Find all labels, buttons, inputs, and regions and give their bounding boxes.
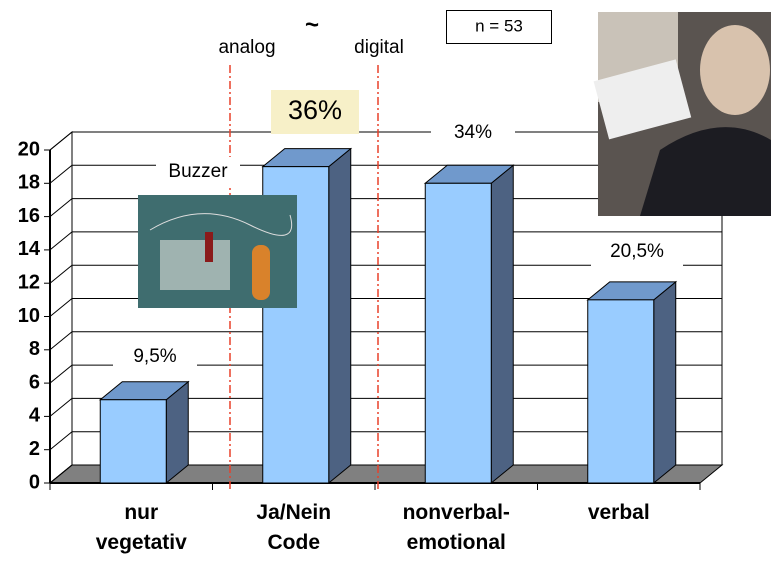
annotation-box	[431, 118, 515, 148]
y-tick-label: 20	[18, 138, 40, 160]
x-tick-label: nonverbal- emotional	[402, 501, 510, 554]
photo-buzzer	[138, 195, 297, 308]
y-tick-label: 6	[29, 371, 40, 393]
bar	[587, 299, 655, 484]
y-tick-label: 18	[18, 172, 40, 194]
annotation-box	[446, 10, 552, 44]
y-tick-label: 10	[18, 305, 40, 327]
annotation: analog	[218, 37, 275, 58]
y-tick-label: 14	[18, 238, 41, 260]
y-tick-label: 16	[18, 205, 40, 227]
annotation: Buzzer	[168, 161, 228, 182]
x-tick-label: nur vegetativ	[95, 501, 187, 554]
x-tick-label: verbal	[587, 501, 650, 524]
y-tick-label: 4	[29, 405, 41, 427]
bar	[424, 182, 492, 484]
annotation: 34%	[454, 122, 492, 143]
background: 0 2 4 6 8 10 12 14 16 18 20	[18, 65, 724, 493]
photo-person	[593, 12, 771, 216]
x-tick-label: Ja/Nein Code	[256, 501, 332, 554]
annotation: ~	[305, 11, 319, 38]
y-tick-label: 8	[29, 338, 40, 360]
annotation-box	[271, 90, 359, 134]
annotation-box	[113, 340, 197, 374]
annotation: 36%	[288, 95, 342, 125]
annotation: digital	[354, 37, 404, 58]
bar-side	[490, 164, 514, 485]
annotation-box	[156, 157, 240, 187]
annotation: 9,5%	[133, 346, 176, 367]
bar-side	[653, 280, 677, 485]
overlays: 9,5% 36% 34% 20,5% Buzzer analog ~ digital n = 5…	[113, 10, 771, 374]
bar-side	[328, 147, 352, 485]
annotation: n = 53	[475, 16, 523, 35]
y-tick-label: 12	[18, 271, 40, 293]
y-tick-label: 2	[29, 438, 40, 460]
annotation: 20,5%	[610, 241, 664, 262]
bar	[99, 399, 167, 484]
y-tick-label: 0	[29, 471, 40, 493]
annotation-box	[591, 235, 683, 269]
